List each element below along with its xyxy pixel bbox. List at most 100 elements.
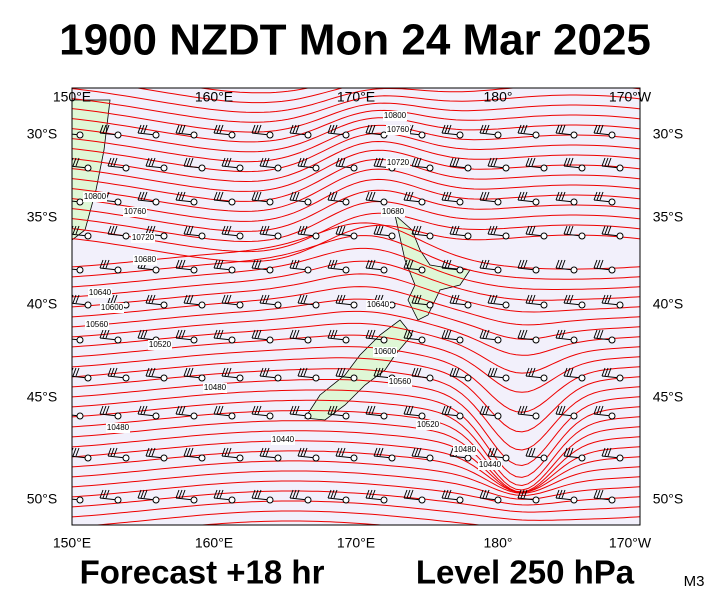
barb-feather [601, 447, 606, 457]
barb-feather [221, 447, 226, 457]
station [114, 412, 122, 420]
barb-feather [493, 294, 498, 304]
station [464, 301, 472, 309]
barb-feather [186, 447, 191, 457]
station [418, 496, 426, 504]
lat-label: 40°S [27, 296, 58, 312]
barb-feather [300, 447, 305, 457]
barb-feather [140, 191, 145, 201]
station [494, 198, 502, 206]
barb-feather [335, 157, 340, 167]
barb-feather [341, 157, 346, 167]
barb-feather [371, 124, 376, 134]
barb-feather [596, 329, 601, 339]
barb-feather [365, 191, 370, 201]
barb-feather [289, 329, 294, 339]
barb-feather [417, 367, 422, 377]
barb-feather [403, 405, 408, 415]
barb-feather [485, 191, 490, 201]
station [312, 374, 320, 382]
station [456, 266, 464, 274]
station [152, 266, 160, 274]
station [198, 374, 206, 382]
barb-feather [262, 367, 267, 377]
barb-feather [227, 447, 232, 457]
station [266, 266, 274, 274]
station [274, 454, 282, 462]
station [464, 232, 472, 240]
station [266, 496, 274, 504]
barb-feather [148, 447, 153, 457]
barb-feather [417, 225, 422, 235]
barb-feather [561, 191, 566, 201]
barb-feather [110, 157, 115, 167]
barb-feather [145, 447, 150, 457]
contour-label: 10600 [101, 303, 124, 312]
station [122, 164, 130, 172]
station [228, 266, 236, 274]
barb-feather [520, 329, 525, 339]
barb-feather [371, 405, 376, 415]
barb-feather [452, 157, 457, 167]
barb-feather [145, 294, 150, 304]
barb-feather [604, 367, 609, 377]
barb-feather [151, 367, 156, 377]
barb-feather [330, 489, 335, 499]
lat-label: 50°S [653, 491, 684, 507]
barb-feather [444, 191, 449, 201]
barb-feather [414, 225, 419, 235]
barb-feather [297, 225, 302, 235]
station [114, 496, 122, 504]
barb-feather [175, 405, 180, 415]
barb-feather [485, 489, 490, 499]
contour-line [72, 346, 640, 413]
barb-feather [333, 124, 338, 134]
station [266, 131, 274, 139]
station [304, 266, 312, 274]
barb-feather [441, 191, 446, 201]
barb-feather [219, 124, 224, 134]
barb-feather [599, 124, 604, 134]
barb-feather [561, 124, 566, 134]
station [464, 454, 472, 462]
barb-feather [110, 225, 115, 235]
barb-feather [265, 157, 270, 167]
barb-feather [563, 294, 568, 304]
station [532, 266, 540, 274]
contour-line [72, 410, 640, 491]
barb-feather [330, 405, 335, 415]
barb-feather [216, 489, 221, 499]
contour-line [196, 520, 387, 525]
contour-line [72, 440, 640, 493]
barb-feather [137, 489, 142, 499]
barb-feather [148, 294, 153, 304]
barb-feather [555, 329, 560, 339]
station [76, 336, 84, 344]
barb-feather [406, 259, 411, 269]
station [532, 412, 540, 420]
barb-feather [259, 157, 264, 167]
barb-feather [68, 260, 71, 268]
contour-line [134, 88, 345, 104]
barb-feather [62, 330, 65, 338]
barb-feather [403, 259, 408, 269]
wind-barbs [62, 124, 624, 504]
station [570, 496, 578, 504]
contour-line [72, 260, 640, 301]
barb-feather [479, 259, 484, 269]
barb-feather [303, 225, 308, 235]
station [236, 454, 244, 462]
barb-feather [566, 294, 571, 304]
contours [72, 88, 640, 525]
station [190, 131, 198, 139]
station [502, 454, 510, 462]
barb-feather [555, 191, 560, 201]
barb-feather [601, 294, 606, 304]
lon-label: 150°E [53, 89, 91, 105]
barb-feather [482, 124, 487, 134]
station [160, 232, 168, 240]
barb-feather [151, 447, 156, 457]
barb-feather [596, 489, 601, 499]
barb-feather [216, 405, 221, 415]
station [342, 496, 350, 504]
